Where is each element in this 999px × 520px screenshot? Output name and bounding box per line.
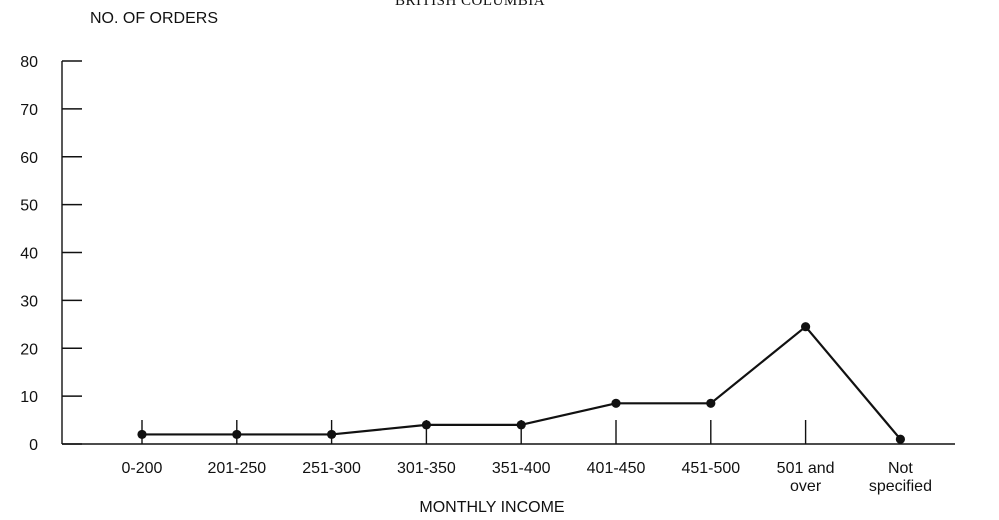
x-tick-label-line: 501 and bbox=[777, 460, 835, 477]
x-tick-label: 351-400 bbox=[492, 460, 551, 477]
x-tick-label-line: 201-250 bbox=[207, 460, 266, 477]
x-tick-label-line: 351-400 bbox=[492, 460, 551, 477]
y-tick-label: 80 bbox=[20, 54, 38, 71]
y-axis-label: NO. OF ORDERS bbox=[90, 10, 218, 27]
data-series bbox=[137, 322, 906, 444]
x-tick-label: 251-300 bbox=[302, 460, 361, 477]
x-tick-label: 451-500 bbox=[681, 460, 740, 477]
data-point bbox=[232, 429, 242, 440]
x-tick-label-line: specified bbox=[869, 478, 932, 495]
y-tick-label: 20 bbox=[20, 341, 38, 358]
data-point bbox=[895, 434, 906, 444]
x-tick-label-line: over bbox=[790, 478, 822, 495]
y-tick-label: 0 bbox=[29, 437, 38, 454]
x-tick-label: 301-350 bbox=[397, 460, 456, 477]
y-tick-label: 70 bbox=[20, 102, 38, 119]
y-tick-label: 30 bbox=[20, 293, 38, 310]
x-tick-label: 501 and over bbox=[777, 460, 835, 495]
y-tick-label: 60 bbox=[20, 150, 38, 167]
x-tick-label: 201-250 bbox=[207, 460, 266, 477]
x-tick-label-line: 451-500 bbox=[681, 460, 740, 477]
x-tick-label-line: Not bbox=[888, 460, 913, 477]
chart-title: BRITISH COLUMBIA bbox=[395, 0, 545, 9]
data-point bbox=[801, 322, 811, 332]
y-tick-label: 40 bbox=[20, 246, 38, 263]
x-axis-label: MONTHLY INCOME bbox=[419, 499, 564, 516]
data-point bbox=[706, 398, 716, 408]
x-tick-label: 401-450 bbox=[587, 460, 646, 477]
data-point bbox=[611, 398, 621, 408]
x-tick-label-line: 0-200 bbox=[122, 460, 163, 477]
y-tick-label: 10 bbox=[20, 389, 38, 406]
x-tick-label-line: 401-450 bbox=[587, 460, 646, 477]
x-tick-label: Not specified bbox=[869, 460, 932, 495]
data-point bbox=[516, 420, 526, 430]
data-point bbox=[137, 429, 147, 440]
y-ticks: 0 10 20 30 40 50 60 70 80 bbox=[20, 54, 82, 454]
x-tick-label: 0-200 bbox=[122, 460, 163, 477]
x-ticks: 0-200 201-250 251-300 301-350 351-400 401-450… bbox=[122, 420, 932, 495]
data-point bbox=[327, 429, 337, 440]
x-tick-label-line: 301-350 bbox=[397, 460, 456, 477]
data-point bbox=[421, 420, 431, 430]
axes bbox=[61, 61, 955, 445]
y-tick-label: 50 bbox=[20, 198, 38, 215]
x-tick-label-line: 251-300 bbox=[302, 460, 361, 477]
